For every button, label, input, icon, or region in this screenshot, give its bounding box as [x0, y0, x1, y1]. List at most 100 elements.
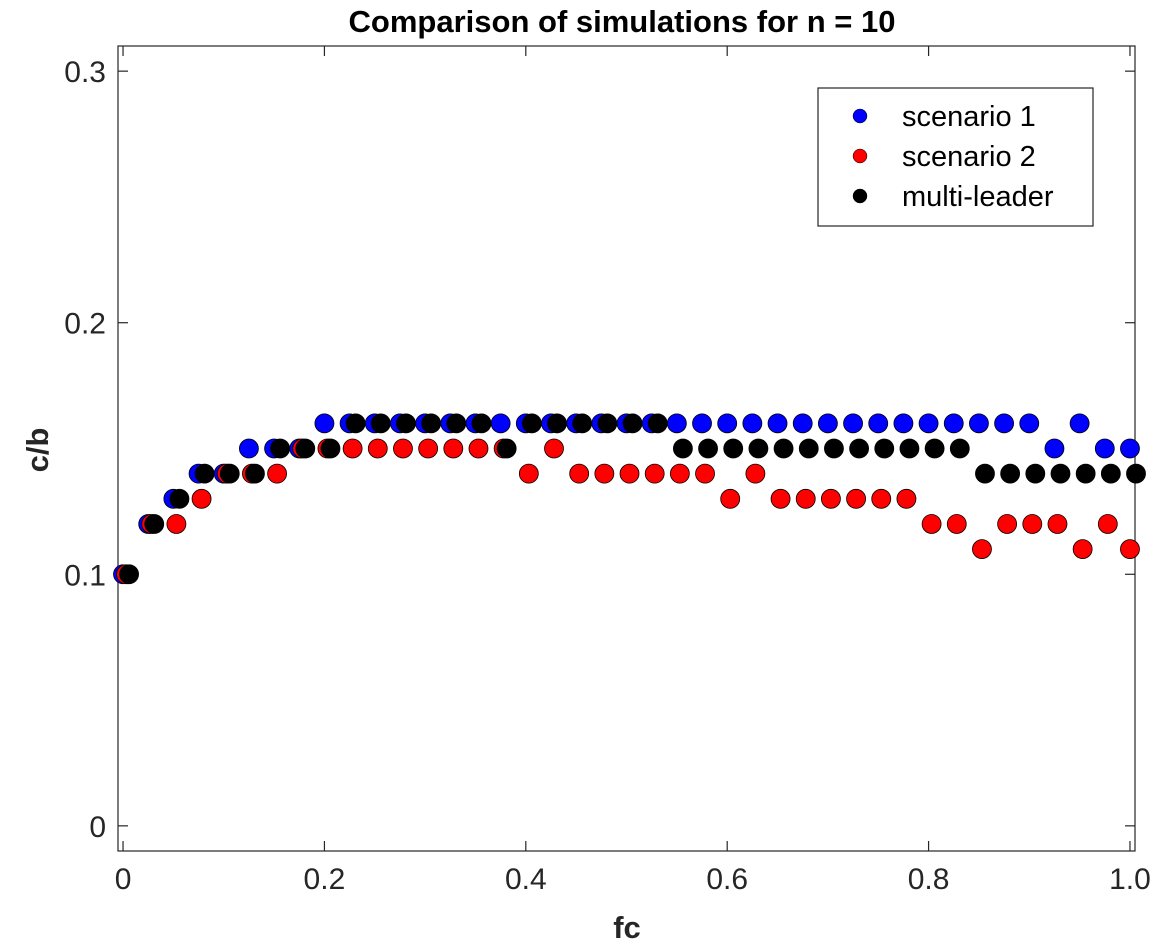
data-point — [695, 463, 715, 484]
data-point — [896, 488, 917, 509]
data-point — [547, 413, 567, 434]
plot-area: 0 0.2 0.4 0.6 0.8 1.0 0 0.1 0.2 0.3 — [64, 45, 1151, 896]
data-point — [871, 488, 892, 509]
data-point — [544, 438, 564, 459]
data-point — [669, 463, 690, 484]
data-point — [245, 463, 265, 484]
data-point — [1126, 463, 1146, 484]
data-point — [1047, 514, 1068, 534]
y-axis-label: c/b — [20, 428, 55, 473]
data-point — [745, 463, 766, 484]
data-point — [742, 413, 763, 434]
data-point — [1120, 438, 1140, 459]
data-point — [345, 413, 366, 434]
x-tick-label: 0 — [115, 863, 132, 896]
data-point — [166, 514, 187, 534]
legend-marker — [852, 148, 868, 164]
data-point — [367, 438, 388, 459]
data-point — [169, 488, 190, 509]
data-point — [219, 463, 240, 484]
data-point — [972, 539, 992, 560]
data-point — [698, 438, 718, 459]
data-point — [994, 413, 1014, 434]
data-point — [418, 438, 439, 459]
x-tick-label: 0.2 — [304, 863, 346, 896]
data-point — [518, 463, 539, 484]
series-scenario-2 — [116, 438, 1140, 585]
data-point — [1072, 539, 1093, 560]
data-point — [792, 413, 813, 434]
data-point — [342, 438, 363, 459]
data-point — [723, 438, 744, 459]
data-point — [893, 413, 914, 434]
legend-label: scenario 1 — [902, 101, 1036, 133]
data-point — [443, 438, 464, 459]
data-point — [1025, 463, 1046, 484]
data-point — [594, 463, 615, 484]
data-point — [569, 463, 590, 484]
data-point — [666, 413, 687, 434]
data-point — [846, 488, 866, 509]
chart-title: Comparison of simulations for n = 10 — [349, 4, 896, 39]
legend: scenario 1 scenario 2 multi-leader — [817, 87, 1094, 227]
data-points — [113, 413, 1146, 585]
data-point — [295, 438, 316, 459]
data-point — [1019, 413, 1040, 434]
data-point — [396, 413, 416, 434]
data-point — [370, 413, 391, 434]
data-point — [975, 463, 995, 484]
data-point — [1120, 539, 1140, 560]
x-tick-label: 1.0 — [1109, 863, 1151, 896]
data-point — [692, 413, 712, 434]
data-point — [320, 438, 341, 459]
data-point — [446, 413, 467, 434]
x-tick-label: 0.6 — [706, 863, 748, 896]
data-point — [817, 413, 838, 434]
data-point — [969, 413, 989, 434]
data-point — [1097, 514, 1118, 534]
data-point — [921, 514, 942, 534]
data-point — [119, 564, 139, 585]
data-point — [918, 413, 939, 434]
data-point — [949, 438, 970, 459]
data-point — [1075, 463, 1096, 484]
data-point — [767, 413, 788, 434]
data-point — [572, 413, 593, 434]
data-point — [597, 413, 618, 434]
data-point — [773, 438, 794, 459]
series-multi-leader — [119, 413, 1146, 585]
data-point — [647, 413, 668, 434]
axis-ticks: 0 0.2 0.4 0.6 0.8 1.0 0 0.1 0.2 0.3 — [64, 46, 1151, 896]
data-point — [1100, 463, 1121, 484]
data-point — [619, 463, 640, 484]
data-point — [672, 438, 693, 459]
data-point — [899, 438, 920, 459]
data-point — [821, 488, 841, 509]
data-point — [468, 438, 489, 459]
data-point — [943, 413, 964, 434]
legend-label: scenario 2 — [902, 141, 1036, 173]
data-point — [239, 438, 259, 459]
data-point — [496, 438, 517, 459]
data-point — [843, 413, 863, 434]
data-point — [521, 413, 542, 434]
data-point — [795, 488, 816, 509]
data-point — [1044, 438, 1065, 459]
data-point — [1000, 463, 1021, 484]
series-scenario-1 — [113, 413, 1140, 585]
data-point — [874, 438, 895, 459]
legend-marker — [852, 108, 868, 124]
legend-marker — [852, 188, 868, 204]
data-point — [471, 413, 492, 434]
data-point — [997, 514, 1018, 534]
data-point — [314, 413, 335, 434]
data-point — [267, 463, 287, 484]
data-point — [644, 463, 665, 484]
y-tick-label: 0.2 — [64, 308, 106, 341]
data-point — [720, 488, 741, 509]
y-tick-label: 0.1 — [64, 559, 106, 592]
data-point — [194, 463, 215, 484]
data-point — [393, 438, 413, 459]
data-point — [946, 514, 967, 534]
